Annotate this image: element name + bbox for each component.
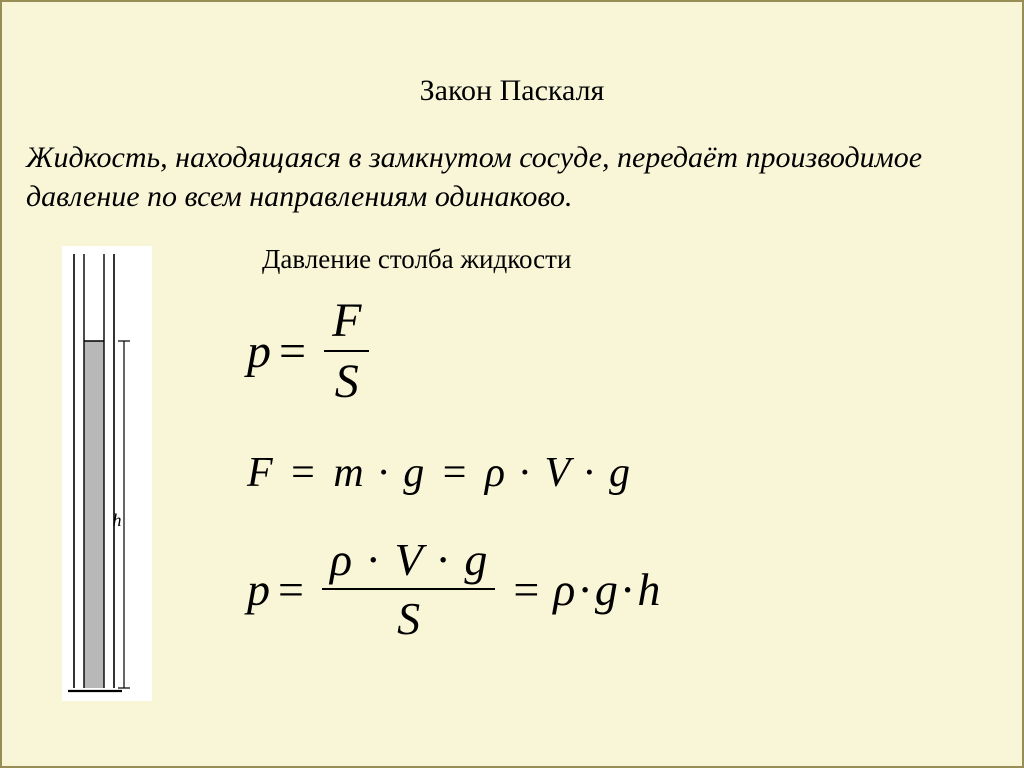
var-p: p <box>247 563 270 616</box>
var-m: m <box>333 450 363 496</box>
dot-operator: ∙ <box>579 563 591 616</box>
content-area: h Давление столба жидкости p = F S F = m… <box>2 236 1022 701</box>
subtitle: Давление столба жидкости <box>172 244 1022 275</box>
formula-pressure-definition: p = F S <box>247 293 1022 409</box>
var-S: S <box>322 588 495 645</box>
height-label: h <box>113 510 122 530</box>
equals-sign: = <box>279 324 306 379</box>
var-F: F <box>324 293 369 350</box>
dot-operator: ∙ <box>368 534 391 585</box>
var-V: V <box>545 450 570 496</box>
fraction-f-over-s: F S <box>324 293 369 409</box>
fraction-rhoVg-over-S: ρ ∙ V ∙ g S <box>322 533 495 645</box>
diagram-container: h <box>2 236 172 701</box>
var-g: g <box>464 534 487 585</box>
dot-operator: ∙ <box>520 450 541 496</box>
var-V: V <box>395 534 422 585</box>
formulas-area: Давление столба жидкости p = F S F = m ∙… <box>172 236 1022 701</box>
var-h: h <box>637 563 660 616</box>
var-g: g <box>595 563 618 616</box>
equals-sign: = <box>443 450 477 496</box>
formula-force: F = m ∙ g = ρ ∙ V ∙ g <box>247 449 1022 497</box>
equals-sign: = <box>513 563 539 616</box>
var-S: S <box>324 350 369 409</box>
equals-sign: = <box>291 450 325 496</box>
var-g: g <box>609 450 630 496</box>
var-rho: ρ <box>330 534 352 585</box>
fraction-numerator: ρ ∙ V ∙ g <box>322 533 495 588</box>
var-rho: ρ <box>553 563 575 616</box>
var-p: p <box>247 324 271 379</box>
liquid-column-diagram: h <box>62 246 152 701</box>
var-F: F <box>247 450 273 496</box>
law-definition: Жидкость, находящаяся в замкнутом сосуде… <box>2 108 1022 216</box>
dot-operator: ∙ <box>584 450 605 496</box>
equals-sign: = <box>278 563 304 616</box>
dot-operator: ∙ <box>378 450 399 496</box>
var-rho: ρ <box>485 450 505 496</box>
page-title: Закон Паскаля <box>2 2 1022 108</box>
dot-operator: ∙ <box>437 534 460 585</box>
var-g: g <box>403 450 424 496</box>
dot-operator: ∙ <box>622 563 634 616</box>
formula-hydrostatic-pressure: p = ρ ∙ V ∙ g S = ρ ∙ g ∙ h <box>247 533 1022 645</box>
